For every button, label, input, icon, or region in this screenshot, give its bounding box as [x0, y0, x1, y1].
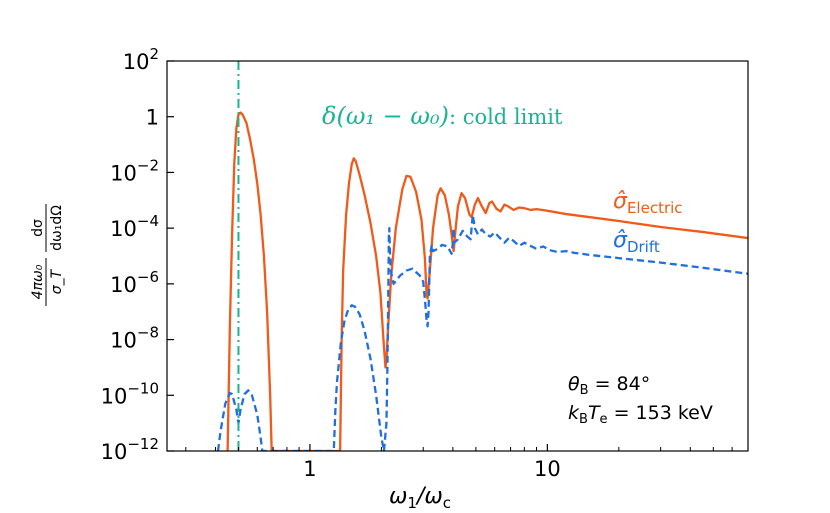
kb-base: k — [568, 402, 580, 424]
axis-ticks: 1 10 102 1 10−2 10−4 10−6 10−8 10−10 10−12 — [101, 45, 733, 481]
ylabel-den: σ_T — [49, 268, 65, 294]
y-tick-label: 1 — [146, 106, 159, 130]
x-axis-label: ω1/ωc — [389, 484, 451, 512]
temperature-value: = 153 keV — [608, 402, 713, 424]
xlabel-mid: /ω — [415, 484, 443, 509]
series-line-electric — [226, 111, 748, 451]
plot-frame — [166, 60, 749, 452]
curves — [216, 111, 748, 451]
series-label-electric-base: σ̂ — [613, 189, 628, 214]
theta-sub: B — [580, 383, 589, 398]
theta-base: θ — [568, 373, 580, 395]
x-tick-label: 10 — [534, 457, 561, 481]
series-label-drift: σ̂Drift — [613, 228, 660, 256]
y-tick-label: 10−12 — [101, 435, 159, 464]
y-axis-label: 4πω₀ σ_T dσ dω₁dΩ — [30, 204, 65, 306]
xlabel-base: ω — [389, 484, 407, 509]
ylabel-num2: dσ — [30, 219, 46, 237]
xlabel-sub2: c — [443, 494, 451, 512]
series-line-drift — [216, 213, 748, 451]
y-tick-label: 10−2 — [110, 156, 159, 185]
ylabel-den2: dω₁dΩ — [49, 205, 65, 251]
series-label-drift-sub: Drift — [627, 238, 660, 256]
cold-limit-text: : cold limit — [449, 105, 563, 129]
y-tick-label: 10−10 — [101, 379, 159, 408]
series-label-drift-base: σ̂ — [613, 228, 628, 253]
x-tick-label: 1 — [303, 457, 316, 481]
y-tick-label: 10−4 — [110, 212, 159, 241]
annotation-temperature: kBTe = 153 keV — [568, 402, 713, 427]
series-label-electric: σ̂Electric — [613, 189, 683, 217]
xlabel-sub1: 1 — [407, 494, 417, 512]
theta-value: = 84° — [589, 373, 651, 395]
y-tick-label: 102 — [123, 45, 159, 74]
y-tick-label: 10−6 — [110, 268, 159, 297]
y-tick-label: 10−8 — [110, 324, 159, 353]
te-sub: e — [600, 412, 608, 427]
annotation-theta: θB = 84° — [568, 373, 650, 398]
cold-limit-math: δ(ω₁ − ω₀) — [322, 102, 449, 130]
series-label-electric-sub: Electric — [627, 199, 683, 217]
cold-limit-label: δ(ω₁ − ω₀): cold limit — [322, 102, 563, 130]
kb-sub: B — [579, 412, 588, 427]
te-base: T — [588, 402, 601, 424]
ylabel-num: 4πω₀ — [30, 264, 46, 299]
